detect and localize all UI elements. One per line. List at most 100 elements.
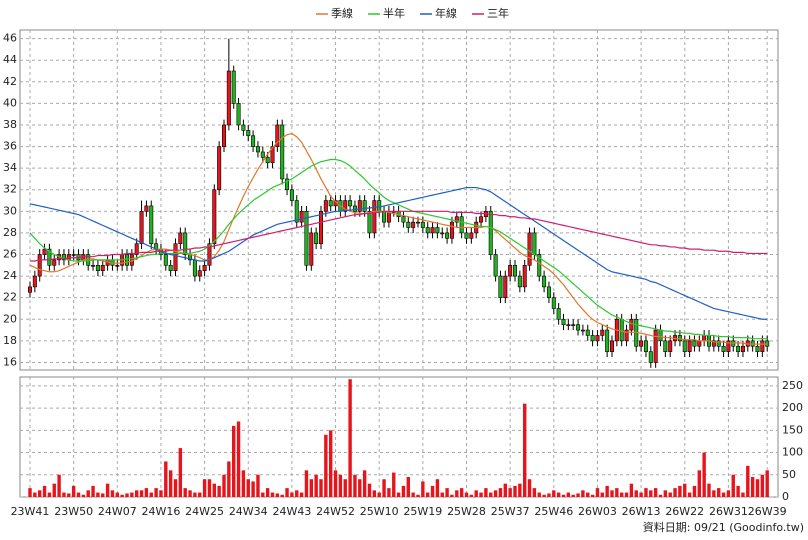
candle-body xyxy=(537,254,542,277)
candle-body xyxy=(328,200,333,207)
volume-bar xyxy=(687,492,692,497)
volume-bar xyxy=(377,492,381,497)
candle-body xyxy=(178,232,183,245)
candle-body xyxy=(546,286,551,298)
y-tick-label: 46 xyxy=(3,32,17,45)
volume-bar xyxy=(309,479,313,497)
x-tick-label: 24W34 xyxy=(229,505,268,518)
volume-bar xyxy=(236,421,241,497)
candle-body xyxy=(61,254,66,261)
candle-body xyxy=(168,265,173,271)
volume-bar xyxy=(396,492,401,497)
volume-bar xyxy=(464,492,469,497)
candle-body xyxy=(498,275,503,298)
volume-bar xyxy=(159,490,163,497)
candle-body xyxy=(449,221,454,239)
volume-bar xyxy=(372,490,377,497)
candle-body xyxy=(217,146,222,191)
volume-bar xyxy=(47,492,52,497)
volume-bar xyxy=(479,492,483,497)
volume-tick-label: 50 xyxy=(782,468,796,481)
volume-bar xyxy=(227,461,231,497)
volume-bar xyxy=(285,488,289,497)
volume-bar xyxy=(261,492,265,497)
volume-bar xyxy=(183,488,187,497)
y-tick-label: 32 xyxy=(3,183,17,196)
volume-bar xyxy=(678,485,682,497)
legend-label: 三年 xyxy=(487,6,509,20)
candle-body xyxy=(52,259,57,266)
volume-bar xyxy=(450,494,454,497)
candle-body xyxy=(512,265,517,277)
y-tick-label: 42 xyxy=(3,75,17,88)
volume-panel xyxy=(19,376,779,498)
volume-bar xyxy=(416,494,420,497)
candle-body xyxy=(692,340,697,347)
candle-body xyxy=(411,221,416,228)
candle-body xyxy=(682,340,687,352)
volume-bar xyxy=(67,493,71,497)
y-tick-label: 20 xyxy=(3,312,17,325)
volume-bar xyxy=(343,479,347,497)
candle-body xyxy=(697,340,702,347)
candle-body xyxy=(236,103,241,126)
x-tick-label: 24W52 xyxy=(316,505,355,518)
candle-body xyxy=(149,205,154,245)
volume-bar xyxy=(658,494,663,497)
volume-bar xyxy=(295,490,299,497)
candle-body xyxy=(551,297,556,309)
candle-body xyxy=(222,124,227,147)
candle-body xyxy=(585,329,590,336)
volume-tick-label: 200 xyxy=(782,401,803,414)
y-tick-label: 24 xyxy=(3,269,17,282)
candle-body xyxy=(576,324,581,331)
legend-label: 半年 xyxy=(383,6,405,20)
candle-body xyxy=(382,211,387,223)
volume-bar xyxy=(590,494,595,497)
volume-bar xyxy=(469,494,474,497)
volume-bar xyxy=(668,492,672,497)
volume-tick-label: 250 xyxy=(782,379,803,392)
candle-body xyxy=(658,329,663,342)
candle-body xyxy=(71,254,76,256)
volume-bar xyxy=(387,488,391,497)
volume-bar xyxy=(552,490,556,497)
x-tick-label: 26W39 xyxy=(748,505,787,518)
volume-bar xyxy=(586,492,590,497)
y-tick-label: 38 xyxy=(3,118,17,131)
candle-body xyxy=(663,340,668,352)
candle-body xyxy=(299,211,304,223)
candle-body xyxy=(532,232,537,255)
candle-body xyxy=(37,254,42,277)
candle-body xyxy=(595,335,600,342)
candle-body xyxy=(619,318,624,342)
candle-body xyxy=(202,265,207,271)
volume-bar xyxy=(115,492,119,497)
candle-body xyxy=(304,211,309,266)
y-tick-label: 22 xyxy=(3,291,17,304)
candle-body xyxy=(362,200,367,212)
volume-bar xyxy=(173,479,178,497)
volume-bar xyxy=(605,485,609,497)
volume-bar xyxy=(164,461,168,497)
candle-body xyxy=(251,135,256,147)
candle-body xyxy=(275,124,280,147)
volume-bar xyxy=(110,490,115,497)
volume-bar xyxy=(445,488,449,497)
candle-body xyxy=(600,329,605,336)
volume-bar xyxy=(556,492,561,497)
volume-bar xyxy=(683,483,687,497)
candle-body xyxy=(760,340,765,352)
candle-body xyxy=(401,216,406,223)
candle-body xyxy=(367,211,372,234)
volume-bar xyxy=(241,470,246,497)
volume-bar xyxy=(62,492,66,497)
candle-body xyxy=(561,318,566,325)
moving-average-line xyxy=(29,158,768,340)
volume-bar xyxy=(474,490,478,497)
volume-bar xyxy=(566,492,571,497)
candle-body xyxy=(125,254,130,266)
candle-body xyxy=(372,200,377,234)
volume-bar xyxy=(523,403,527,497)
volume-bar xyxy=(639,492,643,497)
